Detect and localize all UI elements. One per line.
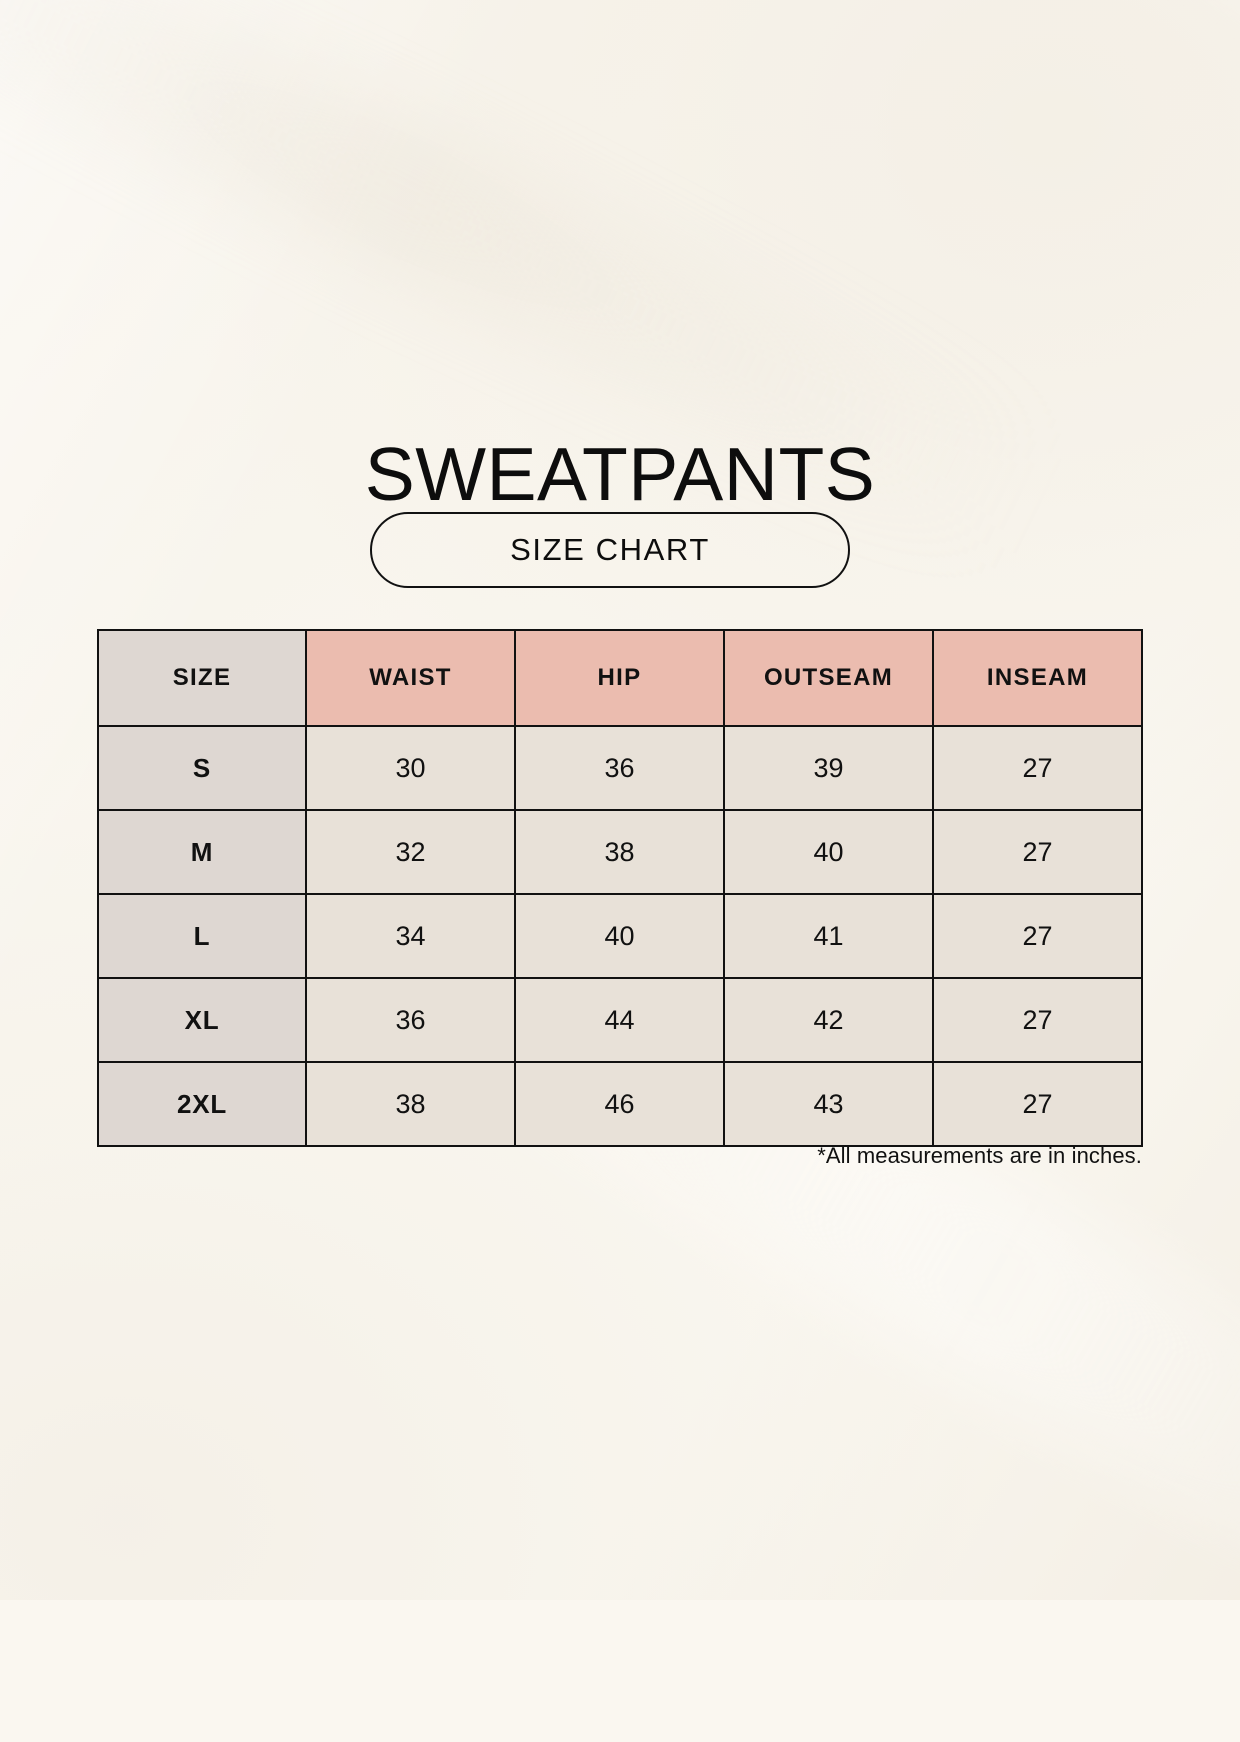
cell-size-2xl: 2XL — [97, 1061, 307, 1147]
size-chart-table-wrapper: SIZE WAIST HIP OUTSEAM INSEAM S 30 36 39… — [97, 629, 1143, 1147]
page-title: SWEATPANTS — [364, 432, 876, 517]
cell-size-l: L — [97, 893, 307, 979]
column-header-size: SIZE — [97, 629, 307, 727]
cell-outseam-s: 39 — [723, 725, 934, 811]
size-chart-badge: SIZE CHART — [370, 512, 850, 588]
cell-outseam-xl: 42 — [723, 977, 934, 1063]
cell-inseam-l: 27 — [932, 893, 1143, 979]
cell-inseam-2xl: 27 — [932, 1061, 1143, 1147]
cell-hip-l: 40 — [514, 893, 725, 979]
column-header-hip: HIP — [514, 629, 725, 727]
column-header-waist: WAIST — [305, 629, 516, 727]
cell-inseam-xl: 27 — [932, 977, 1143, 1063]
table-row: M 32 38 40 27 — [97, 809, 1143, 895]
measurement-units-note: *All measurements are in inches. — [817, 1143, 1142, 1168]
cell-waist-2xl: 38 — [305, 1061, 516, 1147]
cell-inseam-s: 27 — [932, 725, 1143, 811]
size-chart-table: SIZE WAIST HIP OUTSEAM INSEAM S 30 36 39… — [97, 629, 1143, 1147]
table-row: L 34 40 41 27 — [97, 893, 1143, 979]
cell-size-xl: XL — [97, 977, 307, 1063]
cell-hip-m: 38 — [514, 809, 725, 895]
cell-hip-s: 36 — [514, 725, 725, 811]
column-header-inseam: INSEAM — [932, 629, 1143, 727]
background-streak-top — [497, 0, 1240, 325]
table-row: S 30 36 39 27 — [97, 725, 1143, 811]
cell-hip-xl: 44 — [514, 977, 725, 1063]
cell-waist-l: 34 — [305, 893, 516, 979]
table-body: S 30 36 39 27 M 32 38 40 27 L 34 40 — [97, 725, 1143, 1147]
cell-outseam-2xl: 43 — [723, 1061, 934, 1147]
cell-waist-xl: 36 — [305, 977, 516, 1063]
cell-hip-2xl: 46 — [514, 1061, 725, 1147]
cell-inseam-m: 27 — [932, 809, 1143, 895]
cell-outseam-m: 40 — [723, 809, 934, 895]
table-row: XL 36 44 42 27 — [97, 977, 1143, 1063]
table-header: SIZE WAIST HIP OUTSEAM INSEAM — [97, 629, 1143, 727]
cell-waist-s: 30 — [305, 725, 516, 811]
column-header-outseam: OUTSEAM — [723, 629, 934, 727]
cell-size-m: M — [97, 809, 307, 895]
table-row: 2XL 38 46 43 27 — [97, 1061, 1143, 1147]
cell-outseam-l: 41 — [723, 893, 934, 979]
size-chart-badge-label: SIZE CHART — [510, 532, 710, 567]
cell-waist-m: 32 — [305, 809, 516, 895]
table-header-row: SIZE WAIST HIP OUTSEAM INSEAM — [97, 629, 1143, 727]
cell-size-s: S — [97, 725, 307, 811]
